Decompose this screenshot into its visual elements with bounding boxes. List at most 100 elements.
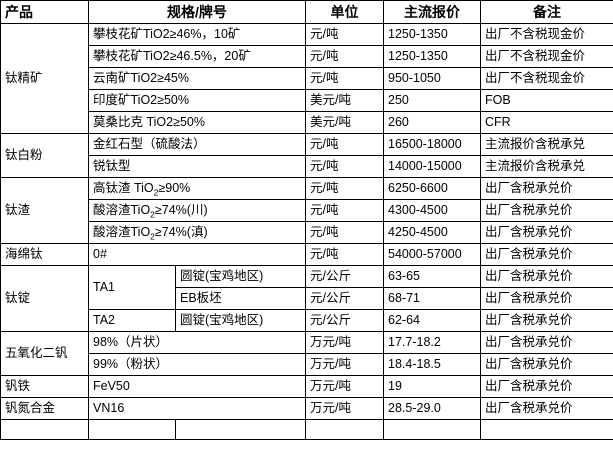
cell-unit: 元/吨 [305, 221, 384, 244]
cell-spec: 云南矿TiO2≥45% [88, 67, 306, 90]
cell-note: 出厂含税承兑价 [480, 243, 613, 266]
cell-spec: 99%（粉状） [88, 353, 306, 376]
cell-unit: 元/吨 [305, 67, 384, 90]
cell-note: 出厂含税承兑价 [480, 397, 613, 420]
cell-price: 28.5-29.0 [383, 397, 481, 420]
cell-note: 出厂不含税现金价 [480, 45, 613, 68]
cell-form: EB板坯 [175, 287, 306, 310]
cell-product-group: 钛白粉 [0, 133, 89, 178]
cell-note: 出厂含税承兑价 [480, 353, 613, 376]
cell-price: 62-64 [383, 309, 481, 332]
cell-product-group: 五氧化二钒 [0, 331, 89, 376]
table-row: 钛白粉 金红石型（硫酸法） 元/吨 16500-18000 主流报价含税承兑 [0, 133, 613, 178]
cell-note: 出厂不含税现金价 [480, 23, 613, 46]
cell-price: 18.4-18.5 [383, 353, 481, 376]
spec-subscript: 2 [153, 187, 159, 198]
table-row: 99%（粉状） 万元/吨 18.4-18.5 出厂含税承兑价 [1, 353, 613, 376]
table-header-row: 产品 规格/牌号 单位 主流报价 备注 [0, 0, 613, 24]
cell-spec: 攀枝花矿TiO2≥46.5%，20矿 [88, 45, 306, 68]
cell-note: 出厂含税承兑价 [480, 177, 613, 200]
cell-note: 出厂不含税现金价 [480, 67, 613, 90]
cell-note: FOB [480, 89, 613, 112]
cell-product-group: 钒氮合金 [0, 397, 89, 420]
cell-note: 出厂含税承兑价 [480, 265, 613, 288]
cell-price: 260 [383, 111, 481, 134]
cell-cropped-grade [88, 419, 176, 440]
table-row: 钛精矿 攀枝花矿TiO2≥46%，10矿 元/吨 1250-1350 出厂不含税… [0, 23, 613, 134]
cell-cropped-form [175, 419, 306, 440]
table-row: 云南矿TiO2≥45% 元/吨 950-1050 出厂不含税现金价 [1, 67, 613, 90]
cell-form: 圆锭(宝鸡地区) [175, 309, 306, 332]
cell-note: 出厂含税承兑价 [480, 287, 613, 310]
table-row: 酸溶渣TiO2≥74%(川) 元/吨 4300-4500 出厂含税承兑价 [1, 199, 613, 222]
cell-unit: 元/吨 [305, 243, 384, 266]
cell-grade: TA2 [88, 309, 176, 332]
table-row: 钛渣 高钛渣 TiO2≥90% 元/吨 6250-6600 出厂含税承兑价 [0, 177, 613, 244]
cell-price: 14000-15000 [383, 155, 481, 178]
table-row: 钒氮合金 VN16 万元/吨 28.5-29.0 出厂含税承兑价 [0, 397, 613, 420]
table-row: 攀枝花矿TiO2≥46.5%，20矿 元/吨 1250-1350 出厂不含税现金… [1, 45, 613, 68]
cell-price: 17.7-18.2 [383, 331, 481, 354]
table-row: 钒铁 FeV50 万元/吨 19 出厂含税承兑价 [0, 375, 613, 398]
cell-price: 63-65 [383, 265, 481, 288]
cell-cropped-unit [305, 419, 384, 440]
spec-prefix: 酸溶渣TiO [93, 202, 151, 217]
header-product: 产品 [0, 0, 89, 24]
cell-spec: 锐钛型 [88, 155, 306, 178]
cell-note: CFR [480, 111, 613, 134]
cell-unit: 元/吨 [305, 23, 384, 46]
table-row: 海绵钛 0# 元/吨 54000-57000 出厂含税承兑价 [0, 243, 613, 266]
table-row: TA2 圆锭(宝鸡地区) 元/公斤 62-64 出厂含税承兑价 [1, 309, 613, 332]
cell-product-group: 海绵钛 [0, 243, 89, 266]
table-row: 五氧化二钒 98%（片状） 万元/吨 17.7-18.2 出厂含税承兑价 [0, 331, 613, 376]
cell-unit: 万元/吨 [305, 331, 384, 354]
cell-spec: FeV50 [88, 375, 306, 398]
cell-cropped-price [383, 419, 481, 440]
cell-unit: 元/公斤 [305, 309, 384, 332]
cell-note: 主流报价含税承兑 [480, 133, 613, 156]
cell-spec: VN16 [88, 397, 306, 420]
cell-price: 16500-18000 [383, 133, 481, 156]
cell-spec: 莫桑比克 TiO2≥50% [88, 111, 306, 134]
cell-grade: TA1 [88, 265, 176, 310]
cell-spec: 0# [88, 243, 306, 266]
table-row: 钛锭 TA1 圆锭(宝鸡地区) 元/公斤 63-65 出厂含税承兑价 [0, 265, 613, 332]
header-note: 备注 [480, 0, 613, 24]
cell-unit: 元/公斤 [305, 287, 384, 310]
cell-product-group: 钒铁 [0, 375, 89, 398]
cell-unit: 万元/吨 [305, 397, 384, 420]
table-row: 酸溶渣TiO2≥74%(滇) 元/吨 4250-4500 出厂含税承兑价 [1, 221, 613, 244]
table-row: 锐钛型 元/吨 14000-15000 主流报价含税承兑 [1, 155, 613, 178]
spec-suffix: ≥74%(川) [154, 202, 208, 217]
cell-price: 4250-4500 [383, 221, 481, 244]
cell-unit: 美元/吨 [305, 89, 384, 112]
cell-price: 68-71 [383, 287, 481, 310]
header-unit: 单位 [305, 0, 384, 24]
cell-spec: 高钛渣 TiO2≥90% [88, 177, 306, 200]
cell-price: 54000-57000 [383, 243, 481, 266]
cell-note: 出厂含税承兑价 [480, 309, 613, 332]
spec-prefix: 高钛渣 TiO [93, 180, 154, 195]
table-row: EB板坯 元/公斤 68-71 出厂含税承兑价 [1, 287, 613, 310]
header-spec: 规格/牌号 [88, 0, 306, 24]
cell-price: 19 [383, 375, 481, 398]
cell-form: 圆锭(宝鸡地区) [175, 265, 306, 288]
cell-unit: 元/吨 [305, 199, 384, 222]
cell-cropped-product [0, 419, 89, 440]
spec-subscript: 2 [150, 209, 155, 220]
spec-prefix: 酸溶渣TiO [93, 224, 151, 239]
cell-product-group: 钛精矿 [0, 23, 89, 134]
cell-note: 出厂含税承兑价 [480, 375, 613, 398]
cell-price: 1250-1350 [383, 23, 481, 46]
cell-unit: 万元/吨 [305, 353, 384, 376]
cell-spec: 酸溶渣TiO2≥74%(滇) [88, 221, 306, 244]
table-row: 印度矿TiO2≥50% 美元/吨 250 FOB [1, 89, 613, 112]
cell-note: 出厂含税承兑价 [480, 331, 613, 354]
cell-note: 出厂含税承兑价 [480, 221, 613, 244]
cell-product-group: 钛锭 [0, 265, 89, 332]
cell-spec: 印度矿TiO2≥50% [88, 89, 306, 112]
cell-spec: 金红石型（硫酸法） [88, 133, 306, 156]
cell-unit: 元/公斤 [305, 265, 384, 288]
cell-unit: 元/吨 [305, 177, 384, 200]
cell-price: 6250-6600 [383, 177, 481, 200]
